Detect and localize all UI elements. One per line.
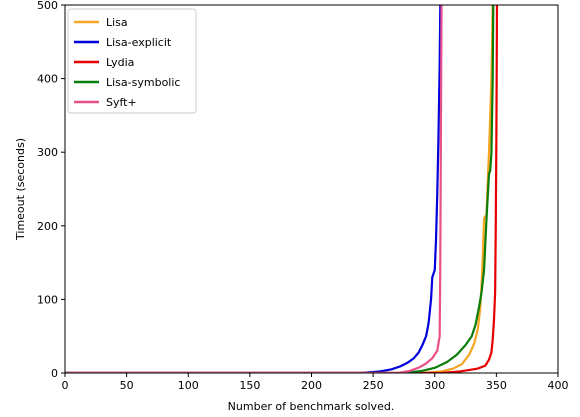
- y-tick-label: 0: [51, 367, 58, 380]
- series-line-syft-: [65, 5, 443, 373]
- series-line-lisa-symbolic: [65, 5, 495, 373]
- y-tick-label: 300: [37, 146, 58, 159]
- x-axis: 0 50 100 150 200 250 300 350 400: [62, 373, 569, 392]
- legend-label: Lydia: [106, 56, 134, 69]
- series-line-lisa: [65, 5, 494, 373]
- series-line-lydia: [65, 5, 499, 373]
- legend-box: [67, 8, 197, 114]
- series-layer: [65, 5, 499, 373]
- x-tick-label: 150: [239, 379, 260, 392]
- x-tick-label: 200: [301, 379, 322, 392]
- x-tick-label: 0: [62, 379, 69, 392]
- y-tick-label: 500: [37, 0, 58, 12]
- y-tick-label: 100: [37, 293, 58, 306]
- y-tick-label: 200: [37, 220, 58, 233]
- series-line-lisa-explicit: [65, 5, 442, 373]
- legend: Lisa Lisa-explicit Lydia Lisa-symbolic Syft+: [67, 8, 197, 114]
- x-axis-label: Number of benchmark solved.: [228, 400, 395, 413]
- x-tick-label: 50: [120, 379, 134, 392]
- y-axis: 0 100 200 300 400 500: [37, 0, 65, 380]
- y-tick-label: 400: [37, 73, 58, 86]
- legend-label: Lisa: [106, 16, 128, 29]
- y-axis-label: Timeout (seconds): [14, 138, 27, 241]
- x-tick-label: 100: [178, 379, 199, 392]
- x-tick-label: 250: [363, 379, 384, 392]
- x-tick-label: 300: [424, 379, 445, 392]
- x-tick-label: 400: [548, 379, 569, 392]
- legend-label: Lisa-explicit: [106, 36, 172, 49]
- x-tick-label: 350: [486, 379, 507, 392]
- legend-label: Syft+: [106, 96, 137, 109]
- legend-label: Lisa-symbolic: [106, 76, 180, 89]
